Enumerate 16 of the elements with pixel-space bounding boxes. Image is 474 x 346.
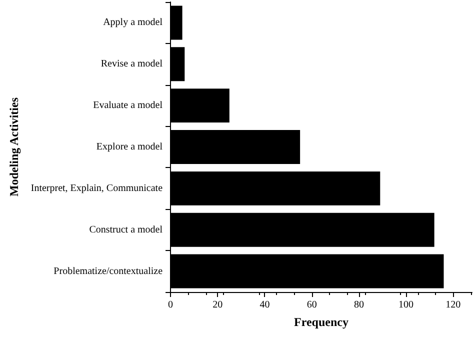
y-tick-label: Apply a model <box>103 17 163 28</box>
y-axis-title: Modeling Activities <box>7 97 21 196</box>
y-tick-label: Interpret, Explain, Communicate <box>30 182 164 194</box>
y-tick-label: Evaluate a model <box>93 100 163 112</box>
x-tick-label: 80 <box>354 300 364 310</box>
y-tick-label: Construct a model <box>89 224 163 236</box>
y-tick-label: Problematize/contextualize <box>54 266 164 277</box>
x-axis-title: Frequency <box>294 315 348 329</box>
y-tick-label: Revise a model <box>100 58 163 70</box>
x-tick-label: 100 <box>398 300 414 310</box>
x-tick-label: 0 <box>168 300 174 310</box>
x-tick-label: 40 <box>260 300 270 310</box>
y-tick-label: Explore a model <box>96 142 163 152</box>
x-tick-label: 120 <box>446 300 461 310</box>
x-tick-label: 60 <box>306 300 317 310</box>
x-tick-label: 20 <box>212 300 223 310</box>
